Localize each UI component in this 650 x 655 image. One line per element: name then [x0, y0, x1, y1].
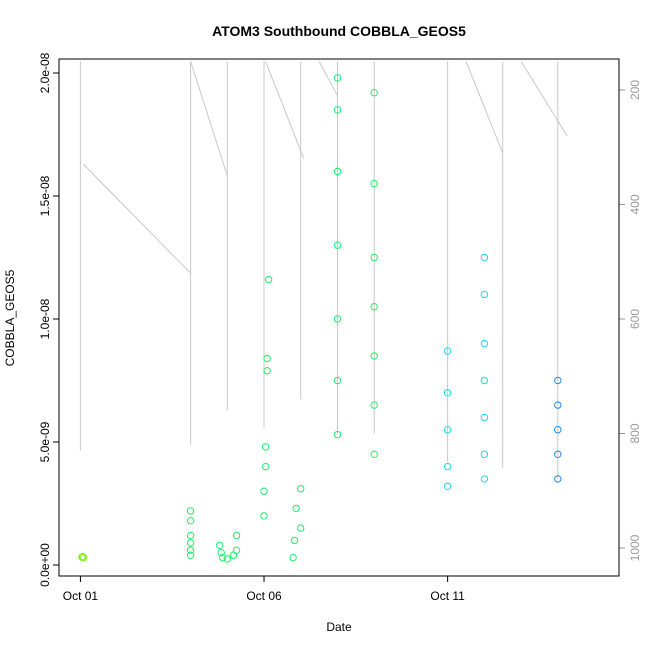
altitude-line — [83, 164, 191, 274]
y-tick-label: 2.0e-08 — [38, 52, 52, 93]
data-point — [297, 524, 305, 532]
data-point — [480, 290, 489, 299]
data-point — [79, 553, 88, 562]
data-point — [261, 462, 270, 471]
data-point — [370, 89, 378, 97]
chart-title: ATOM3 Southbound COBBLA_GEOS5 — [212, 23, 466, 39]
y-tick-label: 0.0e+00 — [38, 543, 52, 587]
y-axis-label: COBBLA_GEOS5 — [3, 269, 17, 366]
altitude-track-layer — [79, 61, 568, 480]
data-point — [186, 546, 195, 554]
data-point — [264, 275, 273, 284]
data-point — [370, 253, 378, 262]
data-point — [186, 551, 195, 559]
right-axis-tick-label: 200 — [628, 80, 642, 100]
x-tick-label: Oct 01 — [63, 589, 99, 603]
data-point — [260, 512, 268, 520]
data-point — [333, 376, 342, 385]
x-axis-label: Date — [326, 620, 352, 634]
data-point — [370, 352, 378, 360]
data-point — [223, 555, 232, 563]
data-point — [333, 315, 342, 323]
data-point — [297, 485, 305, 493]
altitude-line — [520, 61, 568, 137]
y-tick-label: 1.0e-08 — [38, 298, 52, 339]
right-axis-tick-label: 400 — [628, 194, 642, 214]
altitude-line — [465, 61, 504, 154]
altitude-line — [190, 61, 228, 177]
data-point — [554, 426, 562, 434]
data-point — [292, 504, 300, 513]
data-point — [186, 539, 195, 547]
data-point — [333, 106, 342, 114]
data-point — [443, 347, 452, 355]
data-point — [186, 517, 195, 525]
axes-layer: 0.0e+00 5.0e-09 1.0e-08 1.5e-08 2.0e-08 Oct 0… — [38, 52, 642, 603]
data-point — [370, 450, 378, 458]
data-point — [333, 241, 342, 249]
x-tick-label: Oct 06 — [246, 589, 282, 603]
data-point — [260, 487, 268, 495]
data-point — [480, 253, 489, 262]
data-point — [261, 443, 270, 451]
data-point — [554, 401, 562, 409]
data-point — [480, 376, 489, 385]
data-point — [333, 74, 342, 82]
data-point — [333, 167, 342, 176]
data-point — [370, 180, 378, 188]
data-point — [217, 549, 225, 557]
data-point — [219, 553, 227, 562]
y-tick-label: 1.5e-08 — [38, 175, 52, 216]
data-point — [443, 389, 452, 397]
data-point — [79, 552, 87, 561]
data-point — [290, 536, 299, 545]
data-point — [554, 475, 562, 483]
data-point — [289, 553, 297, 562]
data-point — [232, 546, 241, 554]
data-point — [263, 354, 271, 363]
data-point — [232, 531, 241, 540]
data-point — [370, 303, 378, 311]
data-point — [263, 367, 271, 375]
data-point — [370, 401, 378, 409]
x-tick-label: Oct 11 — [430, 589, 465, 603]
data-point — [480, 413, 489, 422]
right-axis-tick-label: 1000 — [628, 534, 642, 561]
plot-frame — [58, 58, 620, 577]
right-axis-tick-label: 600 — [628, 309, 642, 329]
data-point — [443, 462, 452, 471]
data-point — [443, 482, 452, 490]
data-point — [186, 531, 195, 540]
right-axis-tick-label: 800 — [628, 423, 642, 443]
data-point — [333, 430, 342, 439]
data-point — [554, 450, 562, 458]
data-point — [480, 475, 489, 483]
data-point — [443, 426, 452, 434]
data-point — [216, 541, 224, 549]
data-point — [480, 339, 489, 348]
y-tick-label: 5.0e-09 — [38, 421, 52, 462]
altitude-line — [318, 61, 338, 96]
data-point — [480, 450, 489, 458]
altitude-line — [265, 61, 305, 159]
data-point — [186, 507, 195, 515]
data-points-layer — [78, 74, 562, 563]
data-point — [554, 376, 562, 385]
